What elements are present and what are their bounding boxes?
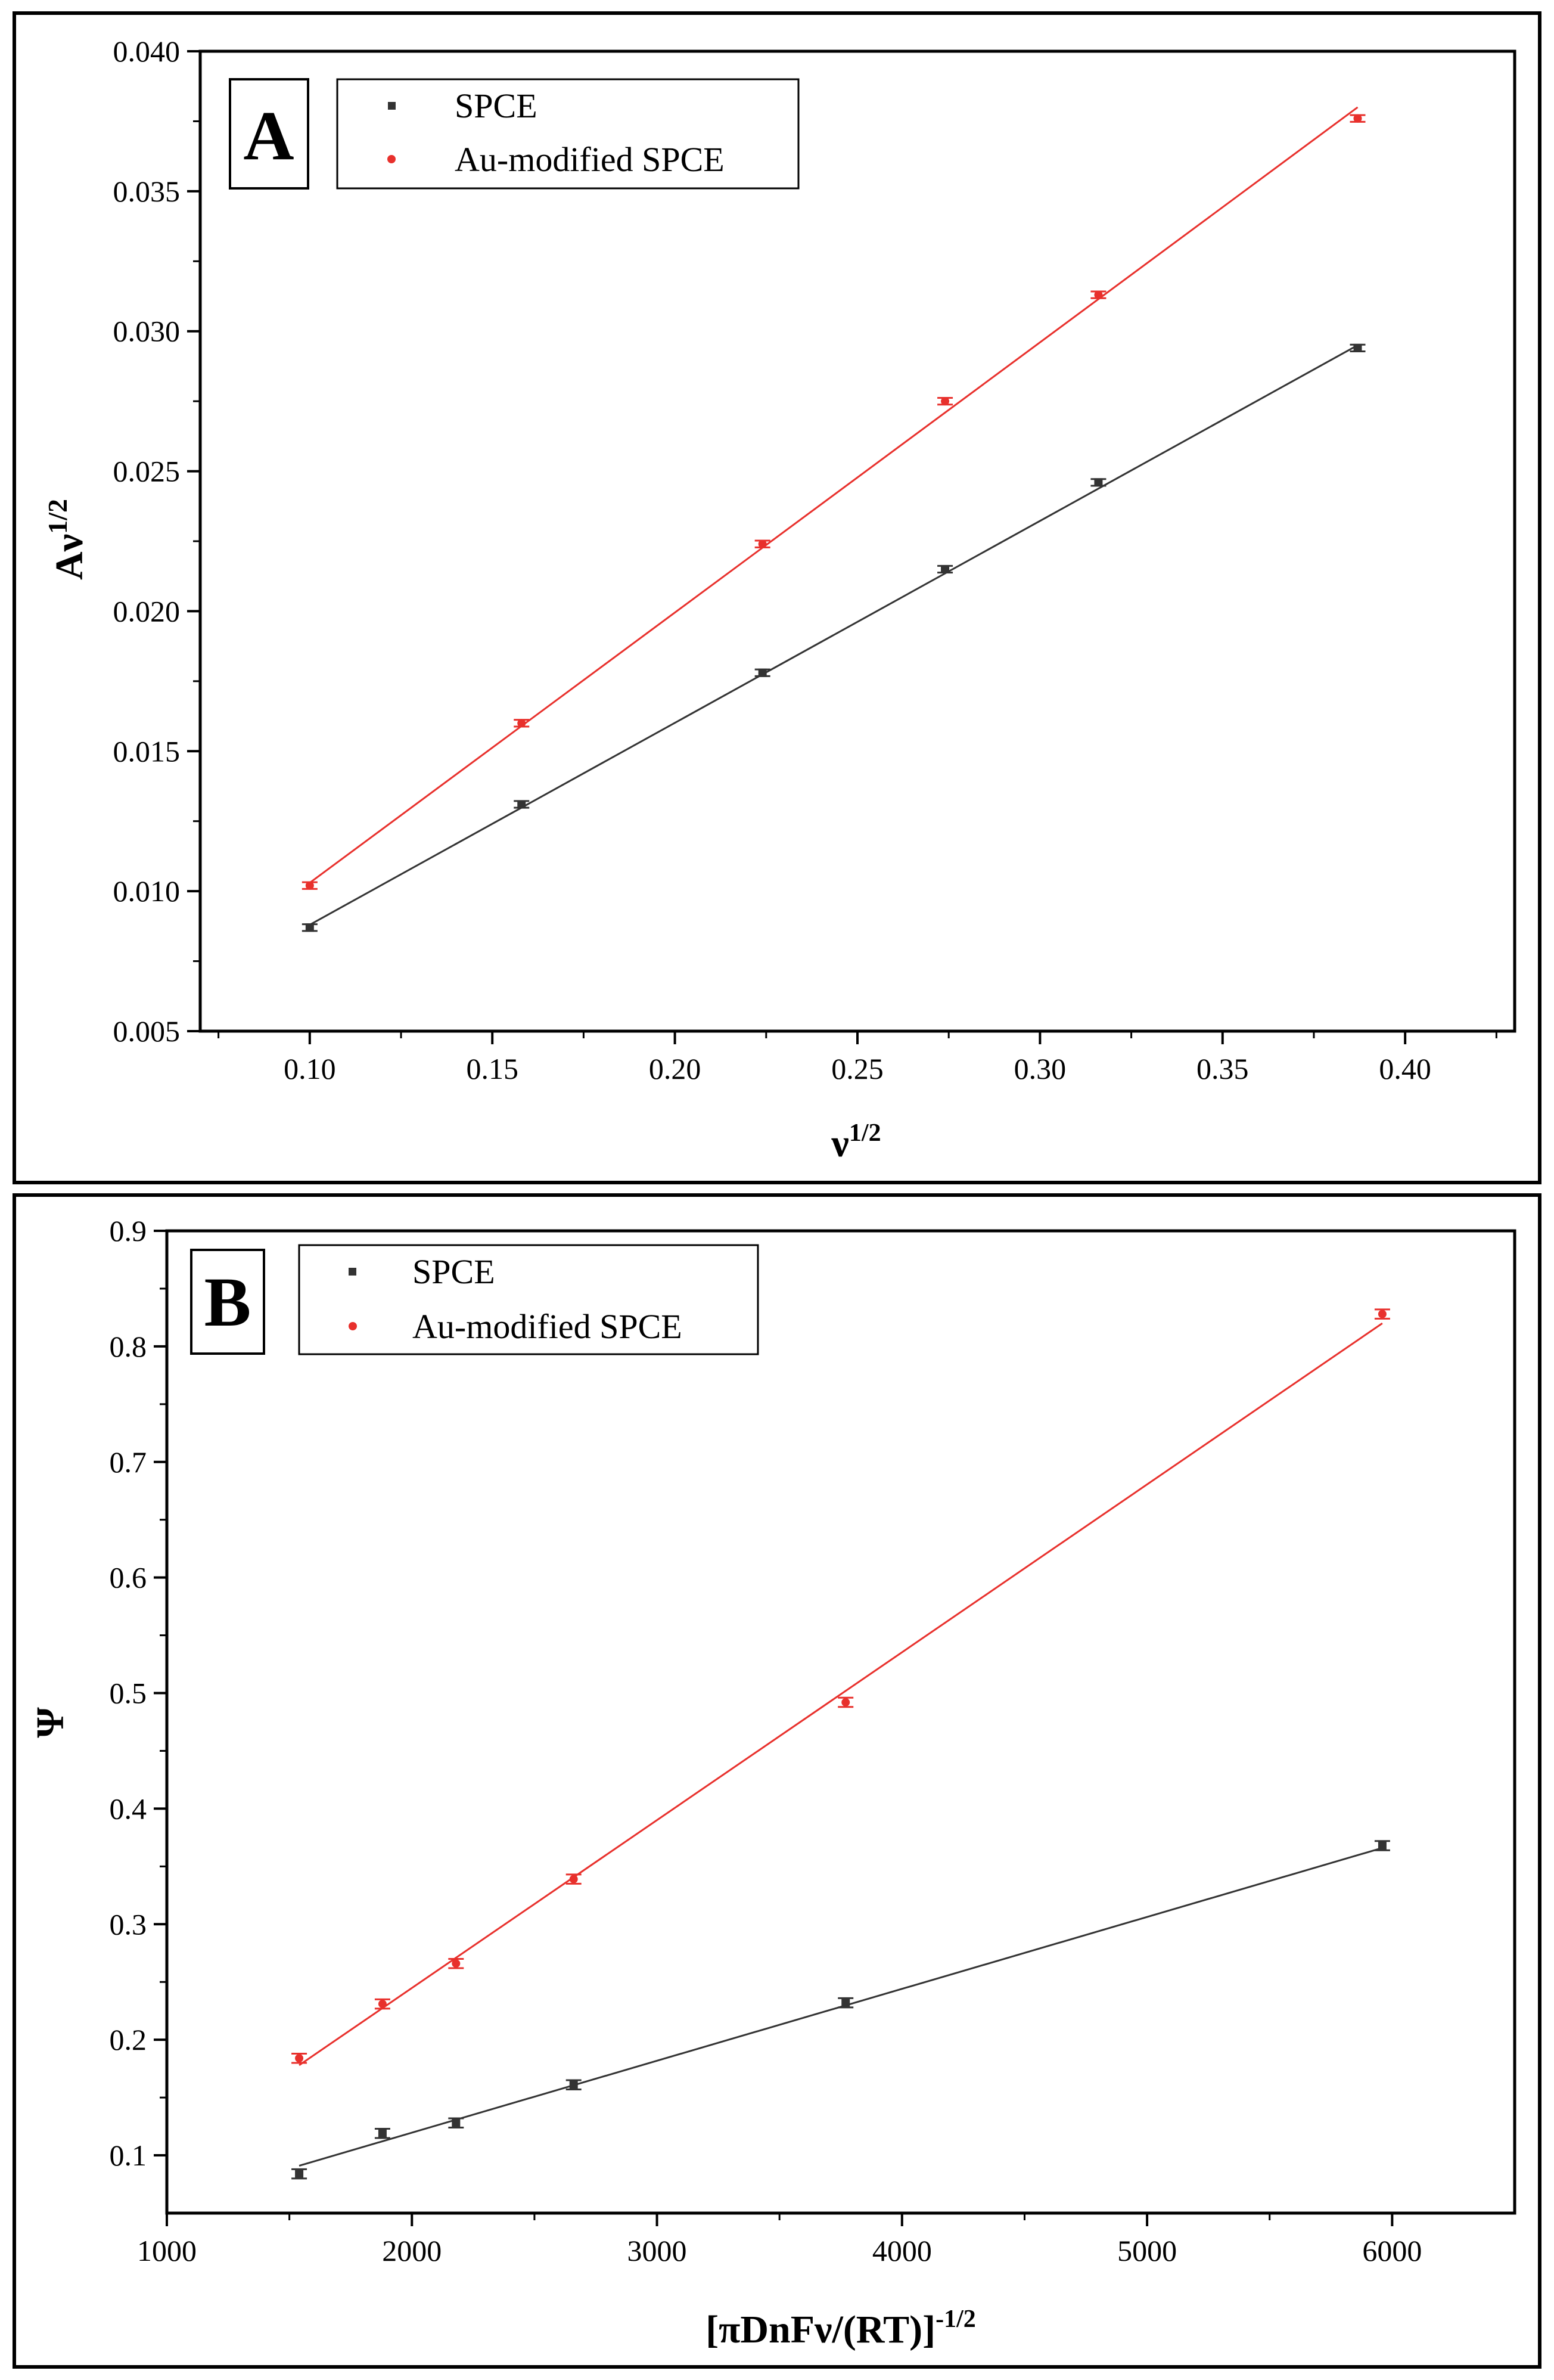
panel-a-y-tick-label: 0.005 bbox=[113, 1014, 181, 1048]
panel-b-y-tick-label: 0.3 bbox=[110, 1907, 147, 1941]
panel-a-frame bbox=[13, 11, 1541, 1184]
panel-b: 1000 2000 3000 4000 5000 6000 0.1 0.2 0.3 0.4 0.5 0… bbox=[13, 1193, 1541, 2369]
panel-a-y-axis-title: Aν1/2 bbox=[42, 499, 91, 580]
panel-b-point-spce bbox=[295, 2170, 304, 2179]
panel-a-y-tick-label: 0.025 bbox=[113, 455, 181, 488]
panel-b-y-tick-label: 0.1 bbox=[110, 2139, 147, 2172]
panel-a-point-au-modified-spce bbox=[1094, 290, 1103, 299]
panel-a-y-tick-label: 0.020 bbox=[113, 594, 181, 628]
panel-a-y-tick-label: 0.040 bbox=[113, 35, 181, 68]
panel-b-point-spce bbox=[378, 2129, 387, 2138]
panel-b-y-tick-label: 0.8 bbox=[110, 1330, 147, 1363]
panel-b-letter-box bbox=[190, 1249, 265, 1355]
panel-b-legend-label-au: Au-modified SPCE bbox=[412, 1307, 682, 1346]
panel-a-x-tick-label: 0.10 bbox=[284, 1052, 336, 1085]
panel-b-point-au-modified-spce bbox=[841, 1698, 850, 1707]
panel-a-x-tick-label: 0.25 bbox=[831, 1052, 884, 1085]
panel-b-y-axis-title: Ψ bbox=[29, 1707, 72, 1738]
panel-b-x-tick-label: 2000 bbox=[382, 2234, 442, 2267]
panel-a-point-spce bbox=[517, 800, 526, 809]
panel-a-legend-label-spce: SPCE bbox=[455, 86, 537, 125]
panel-b-x-tick-label: 3000 bbox=[627, 2234, 687, 2267]
panel-a-point-au-modified-spce bbox=[305, 881, 314, 890]
panel-b-point-au-modified-spce bbox=[569, 1875, 578, 1883]
panel-a-point-au-modified-spce bbox=[1353, 114, 1362, 123]
panel-a-x-tick-label: 0.30 bbox=[1014, 1052, 1067, 1085]
panel-b-legend-box bbox=[298, 1244, 759, 1355]
panel-a-x-tick-label: 0.15 bbox=[466, 1052, 518, 1085]
panel-a-x-axis-title: ν1/2 bbox=[831, 1119, 881, 1165]
panel-b-point-au-modified-spce bbox=[452, 1959, 461, 1968]
panel-a-letter-box bbox=[229, 78, 309, 190]
panel-b-y-tick-label: 0.4 bbox=[110, 1792, 147, 1825]
panel-b-letter: B bbox=[204, 1263, 251, 1341]
panel-b-legend: SPCE Au-modified SPCE bbox=[298, 1244, 759, 1355]
panel-b-x-tick-label: 4000 bbox=[872, 2234, 932, 2267]
panel-b-point-au-modified-spce bbox=[1378, 1310, 1387, 1318]
panel-a-y-tick-label: 0.035 bbox=[113, 175, 181, 208]
panel-a-point-spce bbox=[941, 564, 950, 573]
panel-b-x-tick-label: 5000 bbox=[1117, 2234, 1177, 2267]
panel-a-point-au-modified-spce bbox=[758, 539, 767, 548]
panel-b-y-tick-label: 0.6 bbox=[110, 1561, 147, 1594]
panel-a-legend-marker-au bbox=[387, 155, 396, 163]
panel-b-y-tick-label: 0.7 bbox=[110, 1445, 147, 1479]
panel-a-point-spce bbox=[758, 668, 767, 677]
panel-a-plot-content: 0.10 0.15 0.20 0.25 0.30 0.35 0.40 0.005 0.010 0.… bbox=[113, 35, 1497, 1085]
panel-a-y-tick-label: 0.015 bbox=[113, 734, 181, 768]
panel-b-legend-marker-spce bbox=[349, 1268, 356, 1276]
panel-b-x-tick-label: 6000 bbox=[1362, 2234, 1422, 2267]
panel-b-legend-marker-au bbox=[349, 1322, 357, 1330]
panel-b-legend-label-spce: SPCE bbox=[412, 1252, 495, 1291]
panel-a-letter: A bbox=[243, 97, 294, 175]
panel-b-y-tick-label: 0.5 bbox=[110, 1677, 147, 1710]
panel-b-point-spce bbox=[1378, 1841, 1387, 1850]
panel-b-frame bbox=[13, 1193, 1541, 2369]
panel-b-point-au-modified-spce bbox=[295, 2054, 304, 2063]
panel-a-legend-label-au: Au-modified SPCE bbox=[455, 140, 725, 179]
panel-a-y-tick-label: 0.030 bbox=[113, 315, 181, 348]
panel-a-x-tick-label: 0.20 bbox=[649, 1052, 701, 1085]
panel-a-legend: SPCE Au-modified SPCE bbox=[336, 78, 800, 190]
panel-b-plot-content: 1000 2000 3000 4000 5000 6000 0.1 0.2 0.3 0.4 0.5 0… bbox=[110, 1214, 1422, 2267]
panel-b-y-tick-label: 0.2 bbox=[110, 2023, 147, 2056]
panel-b-point-spce bbox=[452, 2118, 461, 2127]
panel-b-fit-line-au-modified-spce bbox=[299, 1322, 1383, 2066]
panel-a-plot-area bbox=[198, 49, 1516, 1033]
panel-a-x-tick-label: 0.35 bbox=[1196, 1052, 1249, 1085]
panel-b-y-tick-label: 0.9 bbox=[110, 1214, 147, 1248]
panel-b-point-spce bbox=[841, 1999, 850, 2007]
panel-a-legend-box bbox=[336, 78, 800, 190]
panel-b-x-tick-label: 1000 bbox=[137, 2234, 197, 2267]
panel-b-plot-area bbox=[165, 1229, 1516, 2215]
panel-b-point-au-modified-spce bbox=[378, 2000, 387, 2009]
panel-a-y-tick-label: 0.010 bbox=[113, 874, 181, 908]
panel-a-point-spce bbox=[305, 923, 314, 932]
panel-a-legend-marker-spce bbox=[388, 102, 396, 110]
panel-b-point-spce bbox=[569, 2080, 578, 2089]
panel-a: 0.10 0.15 0.20 0.25 0.30 0.35 0.40 0.005 0.010 0.… bbox=[13, 11, 1541, 1184]
panel-a-fit-line-spce bbox=[309, 344, 1359, 926]
panel-a-point-au-modified-spce bbox=[517, 719, 526, 728]
panel-a-point-au-modified-spce bbox=[941, 397, 950, 406]
panel-b-x-axis-title: [πDnFν/(RT)]-1/2 bbox=[705, 2305, 976, 2351]
panel-a-point-spce bbox=[1094, 478, 1103, 487]
panel-a-x-tick-label: 0.40 bbox=[1379, 1052, 1431, 1085]
panel-a-point-spce bbox=[1353, 343, 1362, 352]
panel-a-fit-line-au-modified-spce bbox=[309, 106, 1359, 884]
